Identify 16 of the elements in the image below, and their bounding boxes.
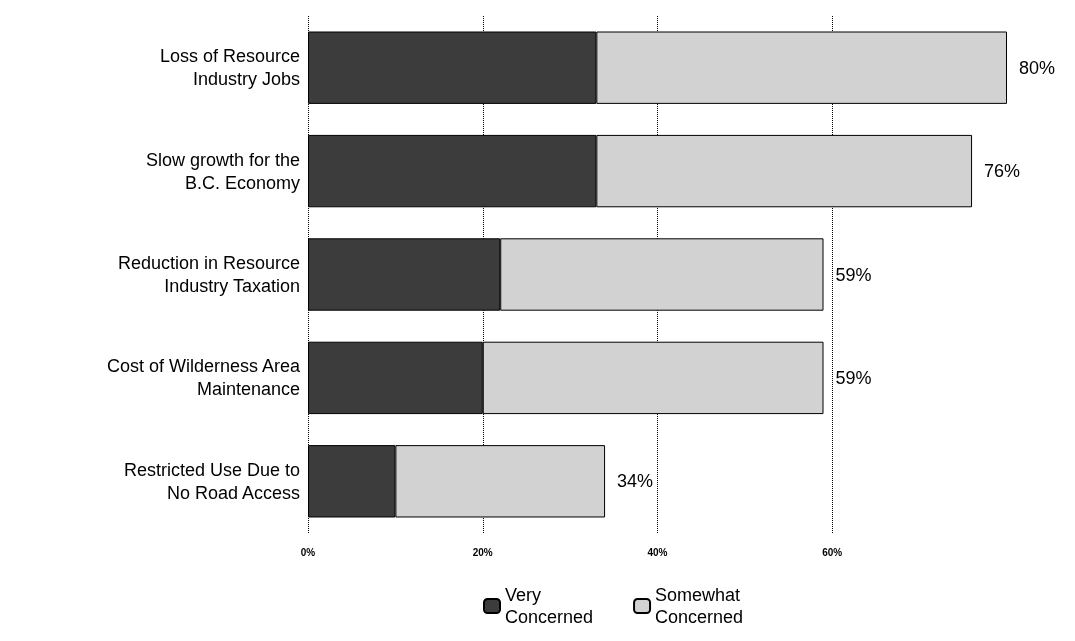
legend-label: Very Concerned bbox=[505, 585, 594, 627]
total-label: 59% bbox=[835, 367, 872, 388]
y-tick-label: Restricted Use Due to No Road Access bbox=[123, 459, 300, 503]
x-tick-label: 20% bbox=[472, 546, 493, 558]
x-tick-label: 60% bbox=[822, 546, 843, 558]
total-label: 76% bbox=[984, 161, 1021, 182]
y-tick-label: Cost of Wilderness Area Maintenance bbox=[106, 356, 301, 400]
x-tick-label: 40% bbox=[647, 546, 668, 558]
y-tick-label: Loss of Resource Industry Jobs bbox=[159, 46, 300, 90]
total-label: 34% bbox=[617, 471, 654, 492]
y-tick-label: Slow growth for the B.C. Economy bbox=[145, 149, 300, 193]
legend-label: Somewhat Concerned bbox=[655, 585, 744, 627]
x-tick-label: 0% bbox=[300, 546, 316, 558]
total-label: 80% bbox=[1019, 57, 1056, 78]
total-label: 59% bbox=[835, 264, 872, 285]
y-tick-label: Reduction in Resource Industry Taxation bbox=[117, 253, 300, 296]
